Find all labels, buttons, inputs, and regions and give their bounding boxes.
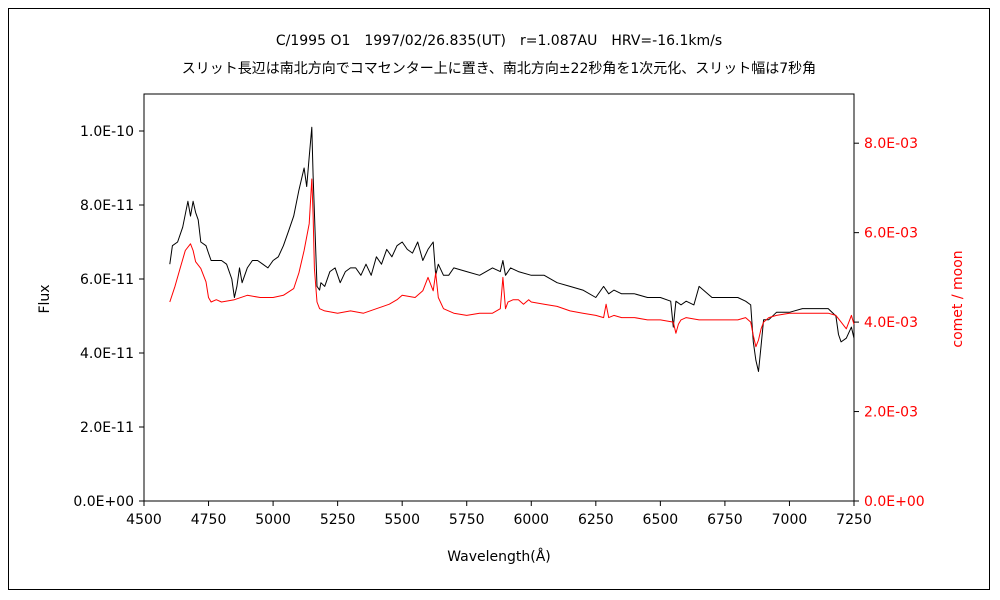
- y-tick-label: 2.0E-11: [80, 420, 134, 436]
- x-tick-label: 5500: [384, 512, 420, 528]
- x-tick-label: 5000: [255, 512, 291, 528]
- ratio-series-line: [169, 178, 855, 348]
- y2-tick-label: 0.0E+00: [864, 494, 925, 510]
- y-axis-ticks: 0.0E+00 2.0E-11 4.0E-11 6.0E-11 8.0E-11 1.0E-…: [73, 124, 144, 510]
- y2-axis-label: comet / moon: [950, 250, 966, 347]
- x-axis-ticks: 4500 4750 5000 5250 5500 5750 6000 6250 6500 6750…: [126, 501, 872, 528]
- x-tick-label: 7250: [836, 512, 872, 528]
- x-tick-label: 6750: [707, 512, 743, 528]
- chart-frame: C/1995 O1 1997/02/26.835(UT) r=1.087AU H…: [8, 8, 990, 590]
- y2-tick-label: 4.0E-03: [864, 315, 918, 331]
- x-tick-label: 5750: [449, 512, 485, 528]
- chart-subtitle: スリット長辺は南北方向でコマセンター上に置き、南北方向±22秒角を1次元化、スリ…: [182, 61, 816, 77]
- y-tick-label: 6.0E-11: [80, 272, 134, 288]
- y2-axis-ticks: 0.0E+00 2.0E-03 4.0E-03 6.0E-03 8.0E-03: [854, 136, 925, 510]
- plot-area: [143, 93, 855, 502]
- y2-tick-label: 6.0E-03: [864, 226, 918, 242]
- x-tick-label: 5250: [320, 512, 356, 528]
- y-tick-label: 0.0E+00: [73, 494, 134, 510]
- x-tick-label: 6250: [578, 512, 614, 528]
- y-axis-label: Flux: [37, 284, 53, 313]
- y-tick-label: 4.0E-11: [80, 346, 134, 362]
- x-tick-label: 6500: [643, 512, 679, 528]
- series-layer: [169, 126, 855, 372]
- flux-series-line: [169, 126, 855, 372]
- x-axis-label: Wavelength(Å): [447, 548, 551, 565]
- x-tick-label: 4750: [191, 512, 227, 528]
- spectrum-chart: C/1995 O1 1997/02/26.835(UT) r=1.087AU H…: [37, 33, 966, 565]
- y2-tick-label: 2.0E-03: [864, 405, 918, 421]
- chart-title: C/1995 O1 1997/02/26.835(UT) r=1.087AU H…: [276, 33, 722, 49]
- y-tick-label: 1.0E-10: [80, 124, 134, 140]
- x-tick-label: 6000: [513, 512, 549, 528]
- y2-tick-label: 8.0E-03: [864, 136, 918, 152]
- x-tick-label: 7000: [772, 512, 808, 528]
- x-tick-label: 4500: [126, 512, 162, 528]
- y-tick-label: 8.0E-11: [80, 198, 134, 214]
